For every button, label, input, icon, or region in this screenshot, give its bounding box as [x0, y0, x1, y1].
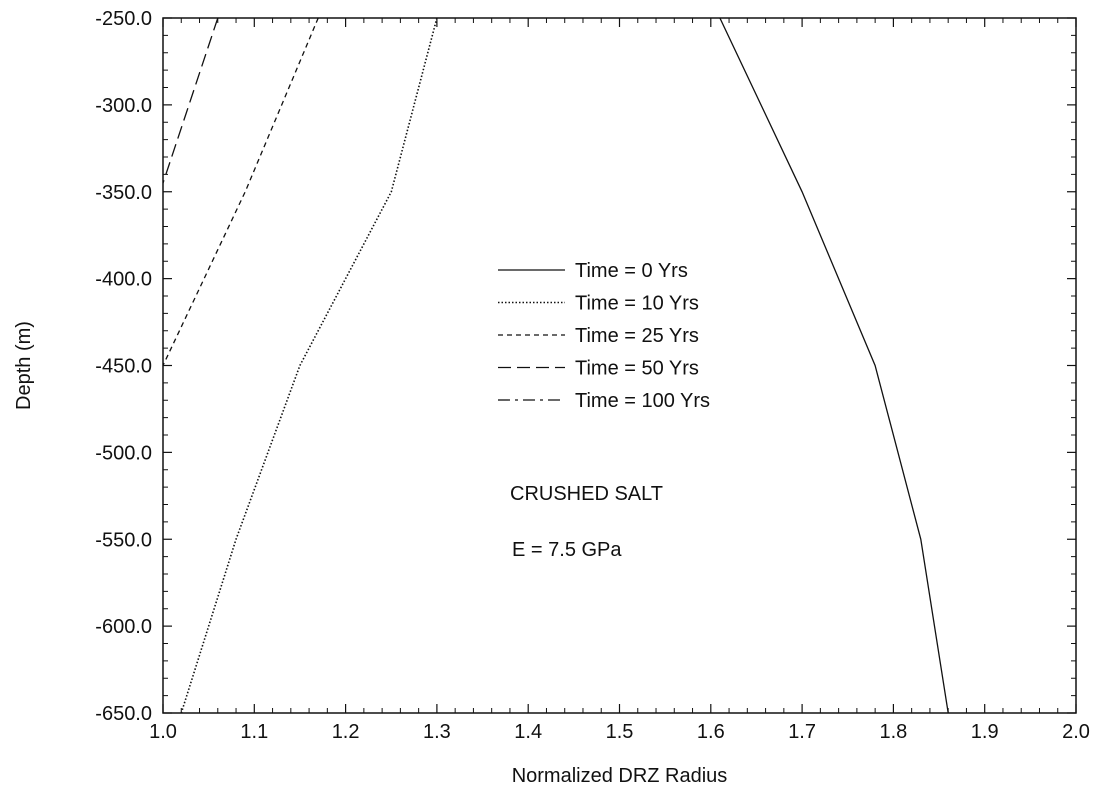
series-line-1 [180, 18, 438, 713]
y-tick-label: -650.0 [95, 703, 152, 725]
x-tick-label: 1.2 [332, 721, 360, 743]
x-tick-label: 1.4 [514, 721, 542, 743]
x-tick-label: 1.5 [606, 721, 634, 743]
legend-label-1: Time = 10 Yrs [575, 293, 699, 315]
x-tick-labels: 1.0 1.1 1.2 1.3 1.4 1.5 1.6 1.7 1.8 1.9 2.0 [149, 721, 1090, 743]
y-tick-label: -250.0 [95, 8, 152, 30]
x-tick-label: 1.8 [879, 721, 907, 743]
x-tick-label: 1.3 [423, 721, 451, 743]
series-line-3 [163, 18, 219, 184]
x-tick-label: 1.6 [697, 721, 725, 743]
x-tick-label: 1.0 [149, 721, 177, 743]
x-tick-label: 1.1 [240, 721, 268, 743]
series-line-0 [719, 18, 949, 713]
y-tick-labels: -250.0 -300.0 -350.0 -400.0 -450.0 -500.0 -550… [95, 8, 152, 725]
series-line-2 [163, 18, 319, 366]
legend-label-3: Time = 50 Yrs [575, 358, 699, 380]
y-tick-label: -400.0 [95, 269, 152, 291]
y-tick-label: -350.0 [95, 182, 152, 204]
y-tick-label: -500.0 [95, 442, 152, 464]
x-tick-label: 1.9 [971, 721, 999, 743]
axis-ticks [162, 17, 1077, 714]
y-tick-label: -600.0 [95, 616, 152, 638]
y-tick-label: -450.0 [95, 356, 152, 378]
series-lines [163, 18, 949, 713]
legend-label-4: Time = 100 Yrs [575, 390, 710, 412]
y-tick-label: -550.0 [95, 529, 152, 551]
legend-label-0: Time = 0 Yrs [575, 260, 688, 282]
x-tick-label: 1.7 [788, 721, 816, 743]
annotation-modulus: E = 7.5 GPa [512, 539, 622, 561]
legend: Time = 0 Yrs Time = 10 Yrs Time = 25 Yrs Ti… [498, 260, 710, 412]
y-tick-label: -300.0 [95, 95, 152, 117]
annotation-material: CRUSHED SALT [510, 483, 663, 505]
y-axis-title: Depth (m) [13, 321, 35, 410]
x-tick-label: 2.0 [1062, 721, 1090, 743]
x-axis-title: Normalized DRZ Radius [512, 765, 728, 787]
legend-label-2: Time = 25 Yrs [575, 325, 699, 347]
